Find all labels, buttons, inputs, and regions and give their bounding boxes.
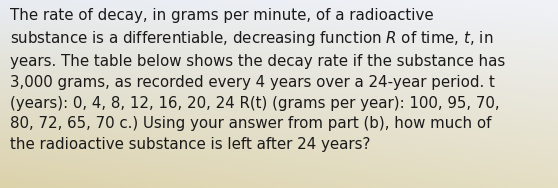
Text: The rate of decay, in grams per minute, of a radioactive
substance is a differen: The rate of decay, in grams per minute, … [10,8,506,152]
